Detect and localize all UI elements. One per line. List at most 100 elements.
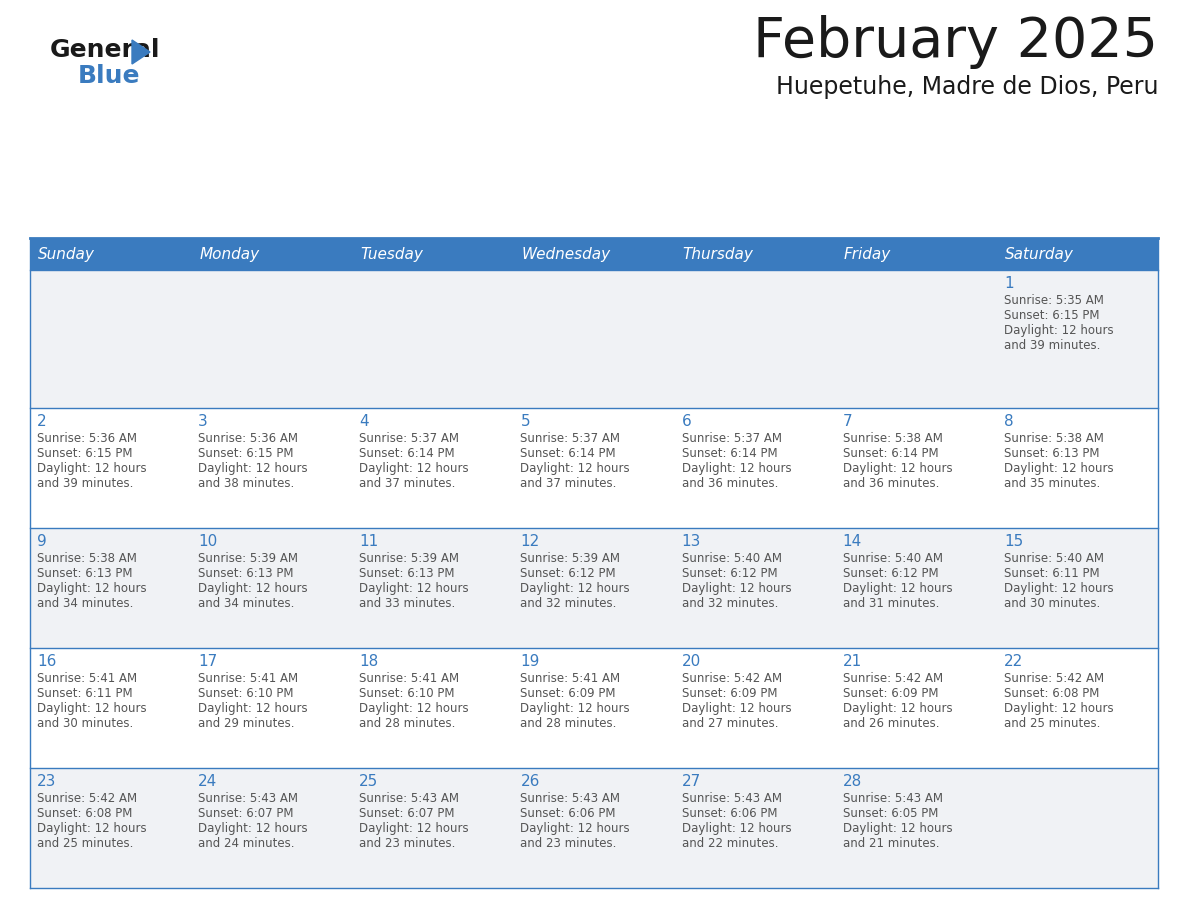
Text: Sunrise: 5:43 AM: Sunrise: 5:43 AM bbox=[520, 792, 620, 805]
Text: Sunset: 6:15 PM: Sunset: 6:15 PM bbox=[37, 447, 133, 460]
Text: and 28 minutes.: and 28 minutes. bbox=[359, 717, 456, 730]
Text: Sunset: 6:14 PM: Sunset: 6:14 PM bbox=[520, 447, 617, 460]
Text: and 35 minutes.: and 35 minutes. bbox=[1004, 477, 1100, 490]
Text: and 38 minutes.: and 38 minutes. bbox=[198, 477, 295, 490]
Text: and 25 minutes.: and 25 minutes. bbox=[37, 837, 133, 850]
Text: Sunset: 6:15 PM: Sunset: 6:15 PM bbox=[198, 447, 293, 460]
Text: and 39 minutes.: and 39 minutes. bbox=[1004, 339, 1100, 352]
Text: Sunset: 6:13 PM: Sunset: 6:13 PM bbox=[198, 567, 293, 580]
Text: Sunrise: 5:43 AM: Sunrise: 5:43 AM bbox=[198, 792, 298, 805]
Text: Daylight: 12 hours: Daylight: 12 hours bbox=[682, 822, 791, 835]
Text: Sunrise: 5:36 AM: Sunrise: 5:36 AM bbox=[37, 432, 137, 445]
Text: and 21 minutes.: and 21 minutes. bbox=[842, 837, 940, 850]
Text: Sunrise: 5:38 AM: Sunrise: 5:38 AM bbox=[1004, 432, 1104, 445]
Text: Sunrise: 5:40 AM: Sunrise: 5:40 AM bbox=[842, 552, 943, 565]
Text: Daylight: 12 hours: Daylight: 12 hours bbox=[842, 582, 953, 595]
Text: Sunrise: 5:42 AM: Sunrise: 5:42 AM bbox=[682, 672, 782, 685]
Text: Sunrise: 5:41 AM: Sunrise: 5:41 AM bbox=[359, 672, 460, 685]
Text: Sunset: 6:12 PM: Sunset: 6:12 PM bbox=[842, 567, 939, 580]
Text: Sunrise: 5:39 AM: Sunrise: 5:39 AM bbox=[198, 552, 298, 565]
Bar bbox=[513, 238, 675, 270]
Bar bbox=[353, 648, 513, 768]
Text: Sunset: 6:09 PM: Sunset: 6:09 PM bbox=[842, 687, 939, 700]
Text: General: General bbox=[50, 38, 160, 62]
Bar bbox=[835, 270, 997, 408]
Text: Daylight: 12 hours: Daylight: 12 hours bbox=[1004, 582, 1113, 595]
Bar bbox=[675, 270, 835, 408]
Text: Sunrise: 5:37 AM: Sunrise: 5:37 AM bbox=[520, 432, 620, 445]
Text: Thursday: Thursday bbox=[683, 247, 753, 262]
Text: Monday: Monday bbox=[200, 247, 259, 262]
Text: Wednesday: Wednesday bbox=[522, 247, 611, 262]
Text: and 25 minutes.: and 25 minutes. bbox=[1004, 717, 1100, 730]
Text: Daylight: 12 hours: Daylight: 12 hours bbox=[37, 462, 146, 475]
Text: Sunset: 6:11 PM: Sunset: 6:11 PM bbox=[1004, 567, 1099, 580]
Bar bbox=[191, 238, 353, 270]
Text: Sunrise: 5:40 AM: Sunrise: 5:40 AM bbox=[682, 552, 782, 565]
Text: and 34 minutes.: and 34 minutes. bbox=[198, 597, 295, 610]
Text: and 32 minutes.: and 32 minutes. bbox=[682, 597, 778, 610]
Text: Daylight: 12 hours: Daylight: 12 hours bbox=[682, 462, 791, 475]
Text: 23: 23 bbox=[37, 774, 56, 789]
Text: and 28 minutes.: and 28 minutes. bbox=[520, 717, 617, 730]
Text: Daylight: 12 hours: Daylight: 12 hours bbox=[682, 702, 791, 715]
Text: and 24 minutes.: and 24 minutes. bbox=[198, 837, 295, 850]
Text: 11: 11 bbox=[359, 534, 379, 549]
Bar bbox=[30, 648, 191, 768]
Bar bbox=[997, 270, 1158, 408]
Text: Daylight: 12 hours: Daylight: 12 hours bbox=[359, 822, 469, 835]
Bar bbox=[675, 528, 835, 648]
Text: Daylight: 12 hours: Daylight: 12 hours bbox=[198, 822, 308, 835]
Bar bbox=[513, 768, 675, 888]
Text: Daylight: 12 hours: Daylight: 12 hours bbox=[520, 582, 630, 595]
Polygon shape bbox=[132, 40, 150, 64]
Text: 26: 26 bbox=[520, 774, 539, 789]
Text: 15: 15 bbox=[1004, 534, 1023, 549]
Text: Sunrise: 5:40 AM: Sunrise: 5:40 AM bbox=[1004, 552, 1104, 565]
Bar bbox=[997, 768, 1158, 888]
Text: and 33 minutes.: and 33 minutes. bbox=[359, 597, 455, 610]
Text: Sunset: 6:12 PM: Sunset: 6:12 PM bbox=[520, 567, 617, 580]
Text: Daylight: 12 hours: Daylight: 12 hours bbox=[682, 582, 791, 595]
Bar bbox=[353, 238, 513, 270]
Text: 22: 22 bbox=[1004, 654, 1023, 669]
Text: Sunday: Sunday bbox=[38, 247, 95, 262]
Bar bbox=[513, 270, 675, 408]
Bar bbox=[191, 648, 353, 768]
Text: Sunrise: 5:38 AM: Sunrise: 5:38 AM bbox=[842, 432, 942, 445]
Text: Huepetuhe, Madre de Dios, Peru: Huepetuhe, Madre de Dios, Peru bbox=[776, 75, 1158, 99]
Text: 21: 21 bbox=[842, 654, 862, 669]
Text: Daylight: 12 hours: Daylight: 12 hours bbox=[37, 702, 146, 715]
Text: Sunset: 6:12 PM: Sunset: 6:12 PM bbox=[682, 567, 777, 580]
Bar bbox=[513, 408, 675, 528]
Bar bbox=[675, 648, 835, 768]
Bar bbox=[997, 238, 1158, 270]
Text: 24: 24 bbox=[198, 774, 217, 789]
Text: Daylight: 12 hours: Daylight: 12 hours bbox=[1004, 702, 1113, 715]
Text: Daylight: 12 hours: Daylight: 12 hours bbox=[359, 462, 469, 475]
Bar bbox=[30, 238, 191, 270]
Text: and 32 minutes.: and 32 minutes. bbox=[520, 597, 617, 610]
Text: 14: 14 bbox=[842, 534, 862, 549]
Text: Sunset: 6:13 PM: Sunset: 6:13 PM bbox=[1004, 447, 1099, 460]
Text: Sunset: 6:10 PM: Sunset: 6:10 PM bbox=[198, 687, 293, 700]
Bar bbox=[30, 408, 191, 528]
Bar bbox=[675, 408, 835, 528]
Text: and 31 minutes.: and 31 minutes. bbox=[842, 597, 939, 610]
Text: Sunset: 6:10 PM: Sunset: 6:10 PM bbox=[359, 687, 455, 700]
Text: 19: 19 bbox=[520, 654, 539, 669]
Text: 8: 8 bbox=[1004, 414, 1013, 429]
Text: Sunrise: 5:42 AM: Sunrise: 5:42 AM bbox=[1004, 672, 1104, 685]
Text: Sunrise: 5:39 AM: Sunrise: 5:39 AM bbox=[359, 552, 460, 565]
Text: Daylight: 12 hours: Daylight: 12 hours bbox=[520, 702, 630, 715]
Text: and 29 minutes.: and 29 minutes. bbox=[198, 717, 295, 730]
Bar bbox=[30, 270, 191, 408]
Bar bbox=[675, 768, 835, 888]
Bar bbox=[997, 648, 1158, 768]
Text: Sunset: 6:09 PM: Sunset: 6:09 PM bbox=[520, 687, 615, 700]
Text: Daylight: 12 hours: Daylight: 12 hours bbox=[359, 582, 469, 595]
Text: and 30 minutes.: and 30 minutes. bbox=[1004, 597, 1100, 610]
Bar bbox=[513, 648, 675, 768]
Text: 18: 18 bbox=[359, 654, 379, 669]
Text: 6: 6 bbox=[682, 414, 691, 429]
